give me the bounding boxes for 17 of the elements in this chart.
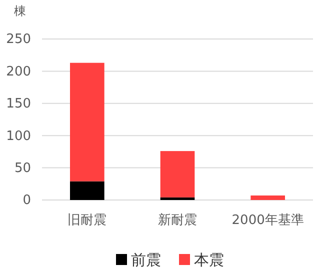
bar [250,195,285,200]
y-axis-title: 棟 [14,4,26,18]
y-tick-label: 50 [14,160,31,176]
x-tick-label: 旧耐震 [68,212,107,228]
y-tick-label: 0 [22,193,31,208]
legend-label: 前震 [131,251,161,269]
bar [160,151,195,198]
bar [160,197,195,200]
x-tick-label: 新耐震 [158,212,197,228]
y-tick-label: 150 [6,96,31,112]
bar [70,181,104,200]
legend-label: 本震 [194,251,224,269]
y-tick-label: 100 [6,128,31,144]
x-tick-label: 2000年基準 [232,212,304,228]
y-tick-label: 200 [6,64,31,80]
bar [70,62,104,182]
y-tick-label: 250 [6,32,31,48]
